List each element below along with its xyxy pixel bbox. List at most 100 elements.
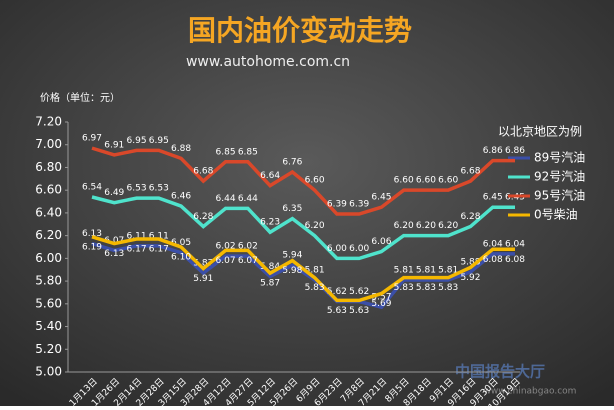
y-tick-label: 6.20 (35, 228, 62, 242)
data-label: 6.20 (416, 221, 436, 231)
y-axis-label: 价格（单位：元） (40, 91, 120, 104)
series-line (91, 241, 515, 310)
data-label: 6.45 (483, 193, 503, 203)
data-label: 5.83 (305, 283, 325, 293)
data-label: 6.54 (82, 183, 102, 193)
data-label: 5.69 (371, 299, 391, 309)
data-label: 5.87 (260, 279, 280, 289)
data-label: 6.11 (149, 231, 169, 241)
data-label: 6.97 (82, 134, 102, 144)
data-label: 6.07 (238, 256, 258, 266)
watermark-url: www.chinabgao.com (484, 387, 577, 397)
data-label: 6.44 (216, 194, 236, 204)
data-label: 6.85 (216, 147, 236, 157)
data-label: 6.68 (193, 167, 213, 177)
data-label: 6.46 (171, 192, 191, 202)
data-label: 5.62 (327, 287, 347, 297)
data-label: 5.88 (460, 258, 480, 268)
data-label: 6.00 (327, 244, 347, 254)
legend-label: 0号柴油 (534, 208, 578, 222)
data-label: 5.57 (371, 293, 391, 303)
data-label: 6.10 (171, 253, 191, 263)
data-label: 6.39 (349, 200, 369, 210)
data-label: 5.63 (327, 306, 347, 316)
data-label: 6.13 (82, 229, 102, 239)
data-label: 6.20 (305, 221, 325, 231)
data-label: 6.11 (127, 231, 147, 241)
data-label: 5.84 (260, 262, 280, 272)
data-label: 6.86 (483, 146, 503, 156)
data-label: 6.07 (104, 236, 124, 246)
data-label: 6.28 (460, 212, 480, 222)
data-label: 6.60 (438, 176, 458, 186)
data-label: 6.85 (238, 147, 258, 157)
data-label: 5.81 (394, 265, 414, 275)
y-tick-label: 6.80 (35, 160, 62, 174)
data-label: 5.94 (282, 251, 302, 261)
data-label: 6.04 (483, 239, 503, 249)
y-tick-label: 6.40 (35, 205, 62, 219)
data-label: 6.91 (104, 140, 124, 150)
data-label: 6.49 (104, 188, 124, 198)
data-label: 5.92 (460, 273, 480, 283)
data-label: 6.28 (193, 212, 213, 222)
data-label: 6.95 (149, 136, 169, 146)
y-tick-label: 7.20 (35, 115, 62, 129)
chart-subtitle: www.autohome.com.cn (186, 54, 350, 70)
data-label: 6.04 (505, 239, 525, 249)
data-label: 6.86 (505, 146, 525, 156)
legend-title: 以北京地区为例 (498, 125, 582, 139)
y-tick-label: 5.20 (35, 342, 62, 356)
data-label: 6.07 (216, 256, 236, 266)
data-label: 6.17 (127, 245, 147, 255)
data-label: 6.88 (171, 144, 191, 154)
data-label: 6.13 (104, 249, 124, 259)
data-label: 6.64 (260, 171, 280, 181)
data-label: 5.83 (438, 283, 458, 293)
data-label: 5.81 (305, 265, 325, 275)
data-label: 6.05 (171, 238, 191, 248)
data-label: 6.95 (127, 136, 147, 146)
data-label: 5.81 (416, 265, 436, 275)
data-label: 6.39 (327, 200, 347, 210)
data-label: 5.83 (416, 283, 436, 293)
y-tick-label: 5.60 (35, 296, 62, 310)
data-label: 6.17 (149, 245, 169, 255)
data-label: 6.19 (82, 242, 102, 252)
data-label: 5.81 (438, 265, 458, 275)
data-label: 5.87 (193, 259, 213, 269)
data-label: 6.00 (349, 244, 369, 254)
series-line (91, 195, 515, 261)
data-label: 6.20 (438, 221, 458, 231)
data-label: 6.35 (282, 204, 302, 214)
data-label: 6.06 (371, 237, 391, 247)
data-label: 6.02 (216, 242, 236, 252)
data-label: 5.98 (282, 266, 302, 276)
y-tick-label: 6.00 (35, 251, 62, 265)
data-label: 6.45 (371, 193, 391, 203)
series-line (91, 235, 515, 303)
data-label: 6.45 (505, 193, 525, 203)
data-label: 6.23 (260, 218, 280, 228)
series-line (91, 146, 515, 216)
data-label: 6.60 (305, 176, 325, 186)
y-tick-label: 5.00 (35, 365, 62, 379)
legend-label: 92号汽油 (534, 169, 585, 184)
data-label: 6.02 (238, 242, 258, 252)
data-label: 6.53 (149, 184, 169, 194)
data-label: 6.08 (505, 255, 525, 265)
legend-label: 95号汽油 (534, 188, 585, 203)
data-label: 6.08 (483, 255, 503, 265)
data-label: 5.62 (349, 287, 369, 297)
data-label: 5.63 (349, 306, 369, 316)
data-label: 6.60 (416, 176, 436, 186)
y-tick-label: 7.00 (35, 137, 62, 151)
data-label: 6.20 (394, 221, 414, 231)
data-label: 6.53 (127, 184, 147, 194)
legend-label: 89号汽油 (534, 150, 585, 165)
data-label: 5.91 (193, 274, 213, 284)
chart-title: 国内油价变动走势 (188, 14, 412, 47)
data-label: 6.44 (238, 194, 258, 204)
